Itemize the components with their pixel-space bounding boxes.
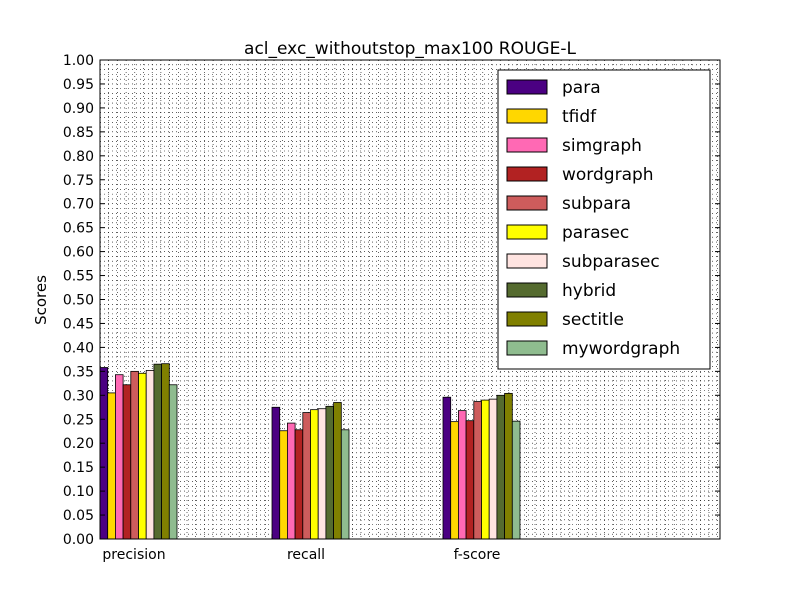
bar-tfidf-recall (279, 430, 288, 540)
bar-subparasec-recall (317, 408, 327, 540)
y-tick-label: 0.00 (63, 532, 94, 548)
bar-hybrid-precision (153, 363, 162, 540)
y-tick-label: 0.40 (63, 340, 94, 356)
y-tick-label: 0.45 (63, 316, 94, 332)
y-tick-label: 0.35 (63, 364, 94, 380)
y-tick-label: 0.15 (63, 460, 94, 476)
bar-simgraph-f-score (457, 410, 467, 540)
legend-label-subparasec: subparasec (562, 252, 660, 272)
bar-parasec-precision (138, 372, 147, 540)
y-tick-label: 0.60 (63, 245, 94, 261)
legend-swatch-tfidf (506, 108, 548, 124)
bar-para-f-score (442, 396, 452, 540)
bar-simgraph-recall (286, 422, 296, 540)
bar-subpara-f-score (473, 401, 482, 540)
bar-parasec-f-score (481, 399, 490, 540)
y-tick-label: 0.25 (63, 412, 94, 428)
x-tick-label: precision (102, 547, 165, 563)
y-tick-label: 0.70 (63, 197, 94, 213)
legend-swatch-mywordgraph (506, 340, 548, 356)
bar-para-recall (271, 406, 281, 540)
bar-subparasec-precision (145, 369, 155, 540)
bar-parasec-recall (310, 409, 319, 540)
bar-wordgraph-f-score (465, 420, 475, 540)
bar-simgraph-precision (115, 374, 124, 540)
y-tick-label: 0.75 (63, 173, 94, 189)
x-tick-label: recall (287, 547, 325, 563)
bar-sectitle-precision (161, 363, 170, 540)
y-tick-label: 0.10 (63, 484, 94, 500)
legend-label-subpara: subpara (562, 194, 631, 214)
legend-label-hybrid: hybrid (562, 281, 616, 301)
y-tick-label: 0.50 (63, 293, 94, 309)
bar-subpara-precision (130, 370, 139, 540)
legend-label-wordgraph: wordgraph (562, 165, 654, 185)
legend-swatch-wordgraph (506, 166, 548, 182)
legend-swatch-sectitle (506, 311, 548, 327)
x-axis-ticks: precision recall f-score (99, 534, 501, 563)
legend-swatch-hybrid (506, 282, 548, 298)
legend: para tfidf simgraph wordgraph subpara parasec… (497, 69, 711, 370)
bar-tfidf-precision (107, 392, 116, 540)
legend-label-parasec: parasec (562, 223, 629, 243)
bar-mywordgraph-precision (168, 384, 178, 540)
bar-hybrid-f-score (496, 394, 505, 540)
y-tick-label: 1.00 (63, 53, 94, 69)
legend-swatch-subparasec (506, 253, 548, 269)
bar-mywordgraph-recall (340, 429, 350, 540)
bar-wordgraph-precision (122, 384, 132, 540)
bar-subparasec-f-score (488, 398, 498, 540)
bar-mywordgraph-f-score (511, 420, 521, 540)
y-tick-label: 0.30 (63, 388, 94, 404)
x-tick-label: f-score (454, 547, 501, 563)
bar-subpara-recall (302, 412, 311, 540)
y-tick-label: 0.55 (63, 269, 94, 285)
legend-swatch-simgraph (506, 137, 548, 153)
bar-sectitle-recall (333, 402, 342, 540)
bar-tfidf-f-score (450, 421, 459, 540)
legend-label-tfidf: tfidf (562, 107, 597, 127)
legend-swatch-para (506, 79, 548, 95)
y-tick-label: 0.65 (63, 221, 94, 237)
legend-label-para: para (562, 78, 601, 98)
legend-label-sectitle: sectitle (562, 310, 624, 330)
y-tick-label: 0.90 (63, 101, 94, 117)
y-tick-label: 0.20 (63, 436, 94, 452)
chart-title: acl_exc_withoutstop_max100 ROUGE-L (244, 39, 576, 59)
legend-label-mywordgraph: mywordgraph (562, 339, 680, 359)
legend-label-simgraph: simgraph (562, 136, 642, 156)
bar-para-precision (99, 367, 109, 540)
bar-hybrid-recall (325, 405, 334, 540)
y-tick-label: 0.05 (63, 508, 94, 524)
y-tick-label: 0.85 (63, 125, 94, 141)
y-tick-label: 0.95 (63, 77, 94, 93)
y-axis-ticks: 0.00 0.05 0.10 0.15 0.20 0.25 0.30 0.35 0.40 0.45… (63, 53, 720, 548)
y-tick-label: 0.80 (63, 149, 94, 165)
bar-wordgraph-recall (294, 429, 304, 540)
bars-group (99, 363, 521, 540)
legend-swatch-subpara (506, 195, 548, 211)
bar-sectitle-f-score (504, 392, 513, 540)
legend-swatch-parasec (506, 224, 548, 240)
y-axis-label: Scores (32, 275, 50, 325)
